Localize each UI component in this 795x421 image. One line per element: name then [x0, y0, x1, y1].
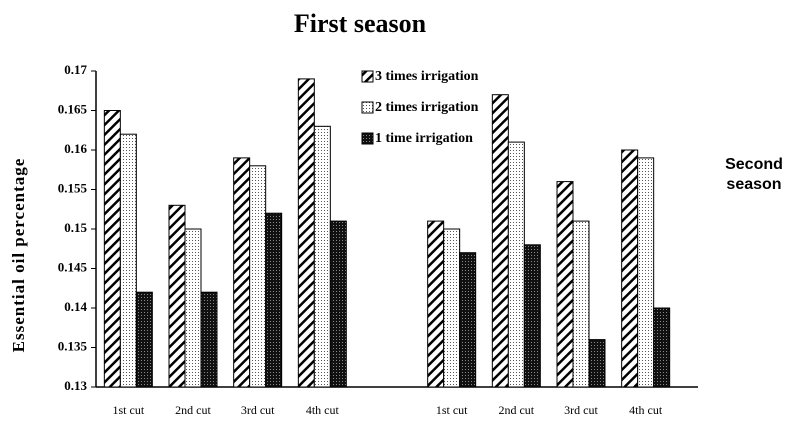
- bar: [427, 220, 445, 388]
- bar: [443, 228, 461, 388]
- x-tick-label: 4th cut: [629, 403, 663, 417]
- bar: [459, 252, 477, 388]
- bar: [653, 307, 671, 388]
- bar: [168, 204, 186, 388]
- x-tick-label: 4th cut: [306, 403, 340, 417]
- legend-swatch: [361, 70, 374, 83]
- legend-label: 3 times irrigation: [375, 69, 479, 84]
- bar: [523, 244, 541, 388]
- y-tick-label: 0.16: [64, 141, 87, 156]
- legend-label: 1 time irrigation: [375, 131, 473, 146]
- bar: [507, 141, 525, 388]
- bar: [135, 291, 153, 388]
- legend-swatch: [361, 101, 374, 114]
- y-tick-label: 0.155: [58, 180, 88, 195]
- bar: [184, 228, 202, 388]
- x-tick-label: 2nd cut: [498, 403, 534, 417]
- y-tick-label: 0.13: [64, 378, 87, 393]
- x-tick-label: 1st cut: [436, 403, 468, 417]
- bar: [556, 181, 574, 388]
- x-tick-label: 3rd cut: [241, 403, 275, 417]
- bar: [313, 125, 331, 388]
- bar: [588, 339, 606, 388]
- bar: [233, 157, 251, 388]
- bar: [200, 291, 218, 388]
- bar: [621, 149, 639, 388]
- y-tick-label: 0.14: [64, 299, 87, 314]
- x-tick-label: 2nd cut: [175, 403, 211, 417]
- bar: [265, 212, 283, 388]
- y-tick-label: 0.165: [58, 101, 88, 116]
- annotation: Second season: [725, 156, 783, 193]
- bar: [103, 110, 121, 388]
- legend-label: 2 times irrigation: [375, 100, 479, 115]
- bar: [329, 220, 347, 388]
- x-tick-label: 1st cut: [112, 403, 144, 417]
- legend-swatch: [361, 132, 374, 145]
- bar: [572, 220, 590, 388]
- y-tick-label: 0.135: [58, 338, 88, 353]
- bar: [491, 94, 509, 388]
- x-tick-label: 3rd cut: [564, 403, 598, 417]
- bar: [297, 78, 315, 388]
- bar: [637, 157, 655, 388]
- y-axis-label: Essential oil percentage: [9, 158, 28, 353]
- y-tick-label: 0.17: [64, 62, 87, 77]
- bar: [119, 133, 137, 388]
- chart-title: First season: [294, 9, 427, 38]
- bar: [249, 165, 267, 388]
- y-tick-label: 0.145: [58, 259, 88, 274]
- y-tick-label: 0.15: [64, 220, 87, 235]
